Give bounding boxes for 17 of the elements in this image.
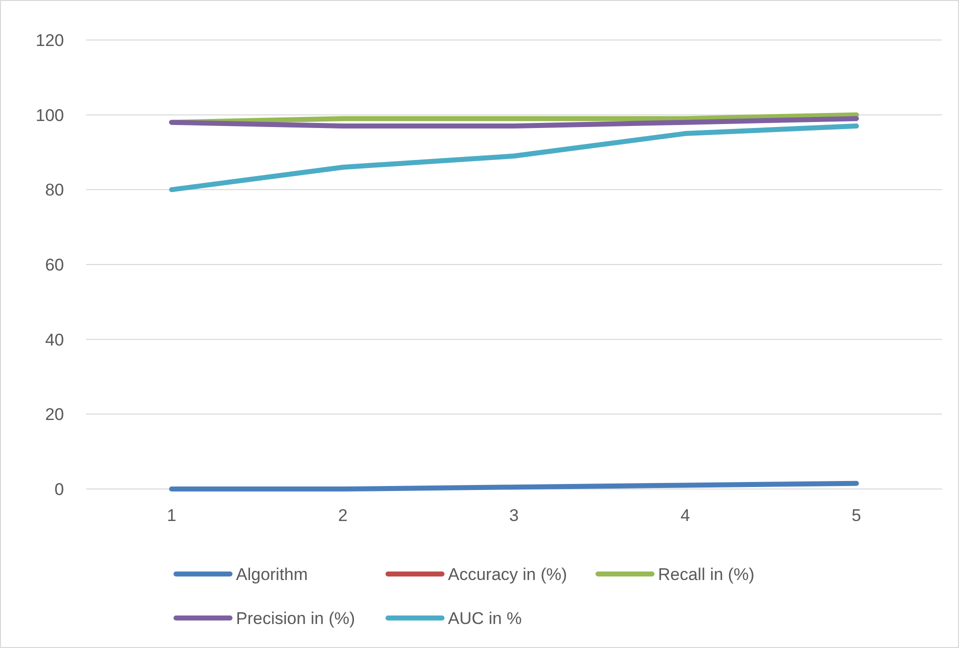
x-tick-label: 2	[338, 506, 348, 525]
x-tick-label: 5	[852, 506, 862, 525]
y-tick-label: 100	[36, 106, 64, 125]
y-tick-label: 40	[45, 330, 64, 350]
x-tick-label: 3	[509, 506, 519, 525]
y-tick-label: 20	[45, 405, 64, 424]
legend-label: Algorithm	[236, 564, 308, 584]
legend-label: Recall in (%)	[658, 564, 754, 584]
y-tick-label: 60	[45, 255, 64, 274]
y-tick-label: 0	[54, 480, 64, 499]
legend-label: Accuracy in (%)	[448, 564, 568, 584]
legend-label: Precision in (%)	[236, 608, 356, 628]
x-tick-label: 1	[166, 506, 176, 525]
x-tick-label: 4	[680, 506, 690, 525]
y-tick-label: 80	[45, 180, 64, 200]
legend-label: AUC in %	[448, 608, 522, 628]
y-tick-label: 120	[36, 30, 64, 50]
